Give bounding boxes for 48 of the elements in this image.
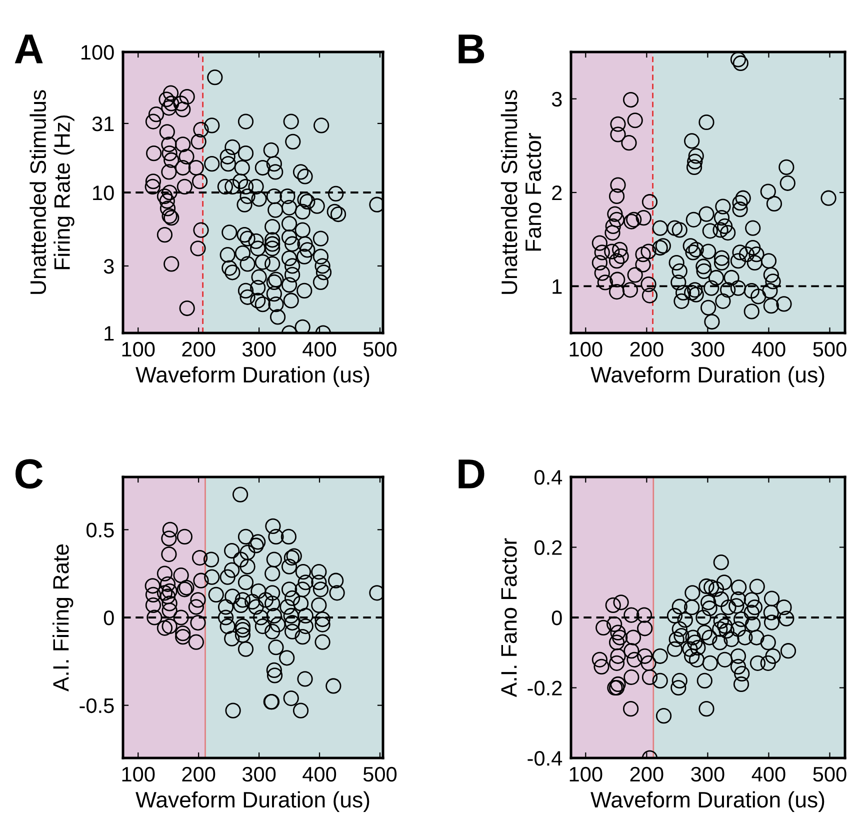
y-tick-label: 0.2	[534, 540, 562, 556]
y-tick-label: -0.2	[528, 680, 562, 696]
x-tick-label: 100	[570, 766, 602, 782]
x-tick-label: 100	[122, 766, 155, 782]
x-tick-label: 300	[691, 766, 724, 782]
y-tick-label: 1	[552, 279, 562, 294]
x-tick-label: 500	[813, 766, 846, 782]
x-tick-label: 300	[242, 766, 276, 782]
y-tick-label: 100	[82, 45, 114, 60]
x-tick-label: 500	[363, 342, 397, 357]
y-tick-label: 0.4	[534, 470, 562, 485]
x-tick-label: 500	[363, 766, 397, 782]
chart-title: B	[458, 34, 484, 64]
chart-title: A	[14, 34, 43, 64]
x-tick-label: 200	[630, 766, 664, 782]
x-tick-label: 500	[813, 342, 846, 357]
chart-title: D	[458, 460, 484, 488]
y-axis-title: Unattended Stimulus Fano Factor	[500, 90, 542, 294]
x-tick-label: 200	[182, 342, 216, 357]
x-axis-title: Waveform Duration (us)	[136, 791, 370, 812]
x-tick-label: 400	[752, 766, 786, 782]
x-tick-label: 400	[752, 342, 786, 357]
y-tick-label: 31	[92, 116, 114, 132]
x-tick-label: 200	[630, 342, 664, 357]
y-tick-label: -0.5	[80, 698, 114, 714]
x-tick-label: 100	[122, 342, 155, 357]
x-tick-label: 200	[182, 766, 216, 782]
y-axis-title: A.I. Fano Factor	[501, 538, 517, 698]
x-tick-label: 400	[302, 342, 336, 357]
y-tick-label: -0.4	[528, 751, 562, 766]
x-axis-title: Waveform Duration (us)	[590, 791, 824, 812]
x-axis-title: Waveform Duration (us)	[136, 366, 370, 388]
x-tick-label: 100	[570, 342, 602, 357]
y-tick-label: 3	[552, 92, 562, 107]
x-tick-label: 300	[691, 342, 724, 357]
y-tick-label: 0	[552, 610, 562, 626]
y-tick-label: 3	[104, 258, 114, 274]
y-tick-label: 10	[93, 186, 114, 200]
y-tick-label: 0	[104, 610, 114, 626]
y-tick-label: 2	[552, 186, 562, 200]
chart-title: C	[16, 459, 43, 489]
y-tick-label: 0.5	[86, 522, 114, 538]
y-tick-label: 1	[104, 326, 114, 341]
x-axis-title: Waveform Duration (us)	[590, 366, 824, 388]
x-tick-label: 400	[302, 766, 336, 782]
x-tick-label: 300	[242, 342, 276, 357]
y-axis-title: A.I. Firing Rate	[52, 544, 74, 692]
y-axis-title: Unattended Stimulus Firing Rate (Hz)	[30, 90, 74, 294]
